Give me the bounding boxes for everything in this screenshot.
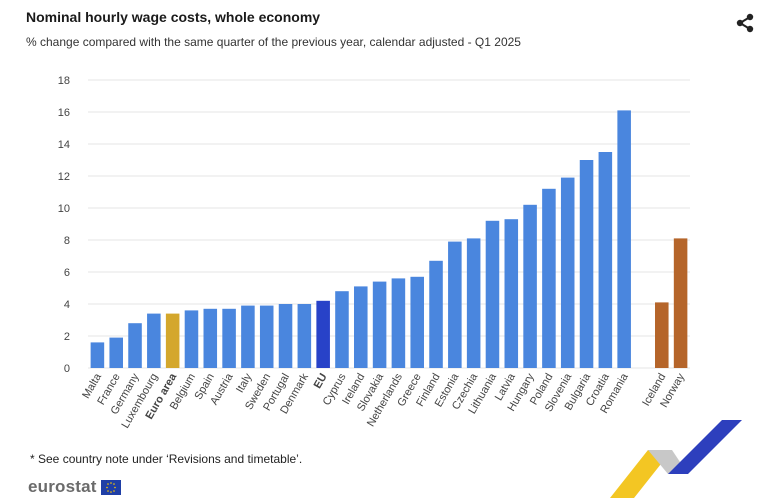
y-tick-label: 12 [58,171,70,183]
bar-luxembourg[interactable] [147,313,161,368]
bar-belgium[interactable] [184,310,199,368]
y-tick-label: 2 [64,331,70,343]
bar-slovenia[interactable] [560,177,575,368]
eu-flag-icon [100,479,121,495]
bar-chart: 024681012141618MaltaFranceGermanyLuxembo… [58,75,690,430]
chart-subtitle: % change compared with the same quarter … [26,35,521,49]
eurostat-logo[interactable]: eurostat [28,477,121,497]
bar-romania[interactable] [617,110,631,369]
bar-denmark[interactable] [297,304,312,368]
decorative-swoosh [610,420,742,498]
swoosh-blue [668,420,742,474]
bar-greece[interactable] [410,276,424,368]
y-tick-label: 6 [64,267,70,279]
bar-latvia[interactable] [504,219,519,368]
bar-germany[interactable] [128,323,142,368]
y-tick-label: 4 [64,299,70,311]
bar-eu[interactable] [316,300,330,368]
share-icon[interactable] [734,12,756,34]
bar-bulgaria[interactable] [579,160,594,368]
x-tick-label: EU [312,371,330,390]
bar-austria[interactable] [222,308,236,368]
bar-spain[interactable] [203,308,218,368]
y-tick-label: 0 [64,363,70,375]
y-tick-label: 8 [64,235,70,247]
bar-netherlands[interactable] [391,278,406,368]
bar-czechia[interactable] [466,238,481,368]
bar-slovakia[interactable] [372,281,387,368]
y-tick-label: 18 [58,75,70,87]
bar-malta[interactable] [90,342,105,368]
bar-croatia[interactable] [598,152,613,368]
chart-title: Nominal hourly wage costs, whole economy [26,9,321,25]
bar-norway[interactable] [673,238,688,368]
footnote: * See country note under ‘Revisions and … [30,452,303,466]
bar-euro-area[interactable] [165,313,180,368]
bar-lithuania[interactable] [485,220,500,368]
bar-portugal[interactable] [278,304,293,368]
y-tick-label: 10 [58,203,70,215]
logo-text: eurostat [28,477,97,496]
bar-france[interactable] [109,337,123,368]
bar-iceland[interactable] [655,302,669,368]
share-icon-glyph [736,13,754,33]
bar-italy[interactable] [241,305,255,368]
bar-estonia[interactable] [448,241,462,368]
swoosh-yellow [610,450,672,498]
y-tick-label: 14 [58,139,70,151]
y-tick-label: 16 [58,107,70,119]
bar-hungary[interactable] [523,204,537,368]
bar-ireland[interactable] [354,286,368,368]
bar-sweden[interactable] [259,305,274,368]
bar-poland[interactable] [542,188,556,368]
bar-cyprus[interactable] [335,291,349,368]
bar-finland[interactable] [429,260,443,368]
